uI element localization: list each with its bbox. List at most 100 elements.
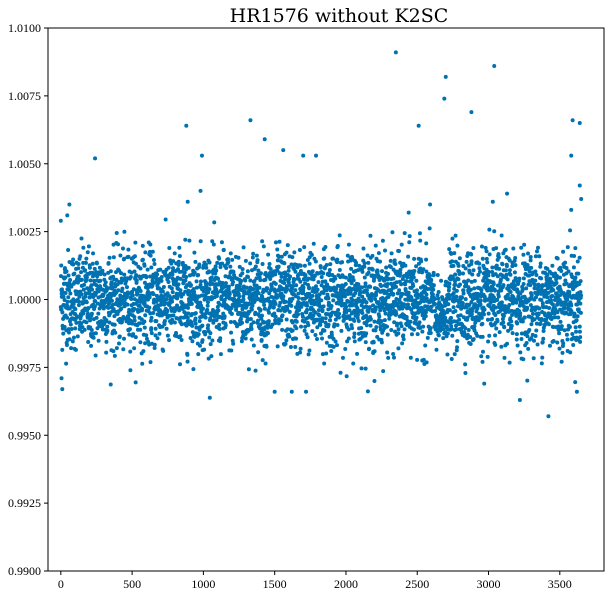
data-point — [466, 328, 471, 333]
data-point — [73, 326, 78, 331]
data-point — [499, 300, 504, 305]
data-point — [307, 261, 312, 266]
data-point — [449, 315, 454, 320]
y-tick-label: 1.0050 — [8, 157, 41, 171]
data-point — [404, 315, 409, 320]
data-point — [428, 202, 433, 207]
data-point — [103, 280, 108, 285]
data-point — [557, 331, 562, 336]
data-point — [60, 347, 65, 352]
data-point — [268, 276, 273, 281]
data-point — [259, 337, 264, 342]
data-point — [330, 256, 335, 261]
data-point — [382, 278, 387, 283]
data-point — [569, 153, 574, 158]
data-point — [398, 260, 403, 265]
data-point — [355, 312, 360, 317]
data-point — [174, 330, 179, 335]
data-point — [376, 251, 381, 256]
data-point — [284, 338, 289, 343]
data-point — [167, 245, 172, 250]
data-point — [167, 338, 172, 343]
data-point — [279, 274, 284, 279]
data-point — [513, 256, 518, 261]
data-point — [396, 249, 401, 254]
data-point — [337, 268, 342, 273]
data-point — [366, 309, 371, 314]
data-point — [278, 300, 283, 305]
data-point — [346, 242, 351, 247]
data-point — [290, 255, 295, 260]
x-tick-label: 2500 — [405, 577, 429, 591]
data-point — [395, 321, 400, 326]
data-point — [178, 288, 183, 293]
data-point — [280, 313, 285, 318]
data-point — [539, 276, 544, 281]
data-point — [176, 261, 181, 266]
data-point — [206, 356, 211, 361]
data-point — [133, 261, 138, 266]
data-point — [573, 380, 578, 385]
data-point — [98, 278, 103, 283]
data-point — [487, 333, 492, 338]
data-point — [83, 268, 88, 273]
data-point — [94, 261, 99, 266]
data-point — [463, 326, 468, 331]
data-point — [140, 306, 145, 311]
data-point — [419, 259, 424, 264]
data-point — [407, 240, 412, 245]
data-point — [549, 271, 554, 276]
data-point — [545, 273, 550, 278]
data-point — [183, 237, 188, 242]
data-point — [364, 300, 369, 305]
data-point — [121, 336, 126, 341]
data-point — [264, 344, 269, 349]
data-point — [453, 309, 458, 314]
data-point — [389, 288, 394, 293]
data-point — [508, 272, 513, 277]
data-point — [208, 282, 213, 287]
data-point — [507, 258, 512, 263]
data-point — [378, 308, 383, 313]
data-point — [120, 286, 125, 291]
data-point — [305, 303, 310, 308]
data-point — [138, 327, 143, 332]
data-point — [81, 245, 86, 250]
data-point — [578, 310, 583, 315]
data-point — [286, 268, 291, 273]
data-point — [533, 334, 538, 339]
data-point — [525, 305, 530, 310]
data-point — [218, 265, 223, 270]
data-point — [128, 275, 133, 280]
data-point — [278, 271, 283, 276]
data-point — [465, 315, 470, 320]
data-point — [446, 288, 451, 293]
data-point — [190, 339, 195, 344]
data-point — [114, 230, 119, 235]
data-point — [562, 328, 567, 333]
data-point — [313, 259, 318, 264]
data-point — [402, 327, 407, 332]
data-point — [528, 254, 533, 259]
data-point — [472, 324, 477, 329]
data-point — [362, 275, 367, 280]
data-point — [574, 329, 579, 334]
data-point — [106, 260, 111, 265]
data-point — [211, 242, 216, 247]
data-point — [465, 336, 470, 341]
data-point — [504, 272, 509, 277]
data-point — [457, 256, 462, 261]
data-point — [114, 346, 119, 351]
data-point — [328, 262, 333, 267]
data-point — [170, 272, 175, 277]
data-point — [486, 273, 491, 278]
data-point — [265, 286, 270, 291]
data-point — [113, 330, 118, 335]
data-point — [141, 349, 146, 354]
data-point — [355, 351, 360, 356]
data-point — [571, 343, 576, 348]
data-point — [124, 285, 129, 290]
data-point — [298, 263, 303, 268]
data-point — [253, 264, 258, 269]
data-point — [397, 288, 402, 293]
